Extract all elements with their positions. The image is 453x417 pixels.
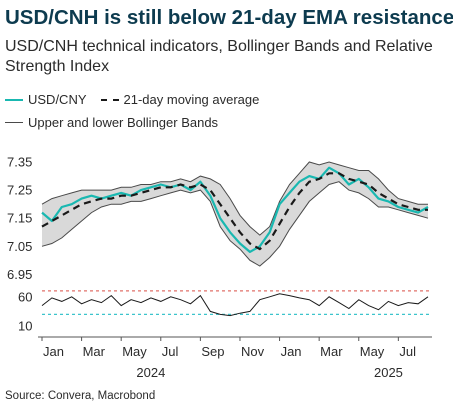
legend-label-price: USD/CNY	[28, 92, 87, 107]
legend-label-ema: 21-day moving average	[123, 92, 260, 107]
series-lower-bollinger-band	[41, 181, 429, 267]
y-tick-label: 7.25	[7, 183, 32, 198]
x-axis: Jan Mar May Jul Sep Nov Jan Mar May Jul 2024 2025	[38, 336, 432, 380]
rsi-y-tick-label: 10	[18, 319, 32, 334]
source-note: Source: Convera, Macrobond	[5, 390, 156, 402]
x-year-label: 2024	[136, 365, 165, 380]
x-tick-label: Mar	[320, 344, 343, 359]
y-tick-label: 7.05	[7, 239, 32, 254]
x-tick-label: Jan	[281, 344, 302, 359]
legend-swatch-price	[5, 98, 23, 101]
x-year-label: 2025	[374, 365, 403, 380]
x-tick-label: Mar	[83, 344, 106, 359]
y-tick-label: 6.95	[7, 267, 32, 282]
legend-swatch-ema	[100, 98, 119, 101]
chart-subtitle: USD/CNH technical indicators, Bollinger …	[5, 38, 433, 75]
series-rsi	[41, 293, 429, 317]
x-tick-label: May	[122, 344, 147, 359]
x-tick-label: Nov	[241, 344, 265, 359]
x-tick-label: May	[360, 344, 385, 359]
bollinger-band-fill	[42, 162, 428, 266]
legend-swatch-bands	[5, 122, 23, 123]
series-upper-bollinger-band	[41, 161, 428, 236]
main-plot: 7.35 7.25 7.15 7.05 6.95	[7, 155, 429, 282]
rsi-plot: 60 10	[18, 289, 432, 334]
series-21-day-ema	[41, 172, 428, 251]
x-tick-label: Sep	[201, 344, 224, 359]
x-tick-label: Jan	[43, 344, 64, 359]
x-tick-label: Jul	[162, 344, 179, 359]
legend-row-1: USD/CNY 21-day moving average	[5, 92, 259, 107]
y-tick-label: 7.15	[7, 211, 32, 226]
y-tick-label: 7.35	[7, 155, 32, 170]
x-tick-label: Jul	[399, 344, 416, 359]
chart-title: USD/CNH is still below 21-day EMA resist…	[5, 6, 453, 29]
rsi-y-tick-label: 60	[18, 289, 32, 304]
legend-label-bands: Upper and lower Bollinger Bands	[28, 115, 219, 130]
legend-row-2: Upper and lower Bollinger Bands	[5, 115, 218, 130]
